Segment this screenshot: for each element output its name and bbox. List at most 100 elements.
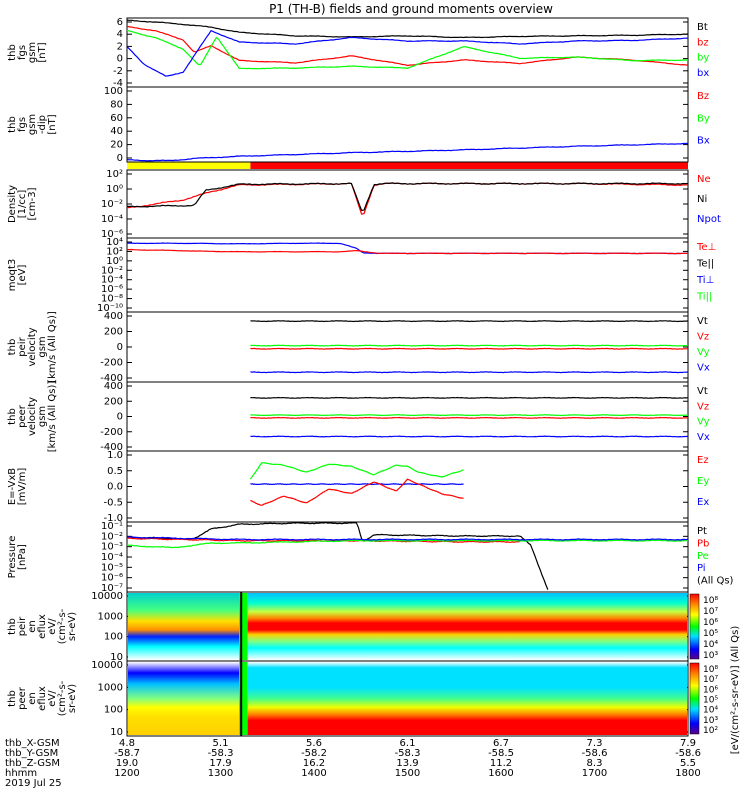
panel-9: thb peer en eflux eV/(cm²-s-sr-eV) 10000 1000 1… xyxy=(7,626,741,755)
x-tick-value: 6.1 xyxy=(400,738,416,749)
x-tick-value: 7.3 xyxy=(587,738,603,749)
legend-Vy: Vy xyxy=(697,347,710,358)
y-tick-label: 1.0 xyxy=(107,450,123,461)
series-Ey xyxy=(249,462,464,480)
y-tick-label: 60 xyxy=(110,113,123,124)
colorbar-tick: 10⁷ xyxy=(703,675,718,685)
series-by xyxy=(126,29,689,70)
y-tick-label: -400 xyxy=(100,373,123,384)
spectrogram-left xyxy=(128,662,240,735)
legend-bz: bz xyxy=(697,37,709,48)
x-tick-value: 11.2 xyxy=(490,758,512,769)
y-tick-label: 2 xyxy=(117,41,123,52)
legend-Pt: Pt xyxy=(697,526,707,537)
y-tick-label: 10⁻³ xyxy=(101,542,123,553)
colorbar-tick: 10⁸ xyxy=(703,665,718,675)
colorbar-tick: 10⁸ xyxy=(703,596,718,606)
y-label: [eV] xyxy=(17,265,28,286)
y-label: eV/ xyxy=(47,618,58,635)
legend-Ex: Ex xyxy=(697,497,709,508)
spectrogram-right xyxy=(247,662,688,735)
legend-Ey: Ey xyxy=(697,476,709,487)
colorbar xyxy=(689,662,700,735)
y-label: [1/cc] xyxy=(17,190,28,219)
series-Ni xyxy=(126,182,689,212)
colorbar-tick: 10⁴ xyxy=(703,640,718,650)
y-tick-label: 10⁻⁴ xyxy=(101,275,123,286)
legend-Vx: Vx xyxy=(697,432,710,443)
x-tick-value: 1400 xyxy=(301,768,326,779)
legend-Vz: Vz xyxy=(697,401,709,412)
x-tick-value: -58.5 xyxy=(488,748,514,759)
y-label: peer xyxy=(17,404,28,428)
legend-Bx: Bx xyxy=(697,136,710,147)
y-label: moqt3 xyxy=(7,259,18,292)
colorbar-tick: 10⁶ xyxy=(703,618,718,628)
y-tick-label: 400 xyxy=(104,311,123,322)
y-label: [nPa] xyxy=(17,544,28,570)
spectrogram-boundary xyxy=(239,662,248,735)
legend-Ti||: Ti|| xyxy=(696,292,712,303)
y-label: (cm²-s- xyxy=(57,608,68,644)
x-tick-value: -58.2 xyxy=(301,748,327,759)
legend-Vy: Vy xyxy=(697,417,710,428)
y-label: eflux xyxy=(37,686,48,711)
x-tick-value: -58.6 xyxy=(675,748,701,759)
y-label: eV/ xyxy=(47,690,58,707)
x-tick-value: 1200 xyxy=(114,768,139,779)
panel-4: thb peir velocity gsm [km/s (All Qs)] 400 200 0… xyxy=(7,311,710,384)
y-label: [km/s (All Qs)] xyxy=(47,381,58,453)
panel-frame xyxy=(126,381,689,452)
y-tick-label: -200 xyxy=(100,427,123,438)
legend-Ne: Ne xyxy=(697,174,711,185)
y-label: E=-VxB xyxy=(7,468,18,505)
x-tick-value: -58.3 xyxy=(208,748,234,759)
spectrogram-boundary xyxy=(239,593,248,660)
y-tick-label: -1.0 xyxy=(103,513,123,524)
legend-By: By xyxy=(697,113,710,124)
y-tick-label: 10⁻⁶ xyxy=(101,284,123,295)
y-tick-label: 10000 xyxy=(91,660,123,671)
y-tick-label: 10⁻⁴ xyxy=(101,214,123,225)
y-label: sr-eV) xyxy=(67,612,78,641)
x-row-label: thb_X-GSM xyxy=(5,738,60,749)
x-tick-value: 5.5 xyxy=(680,758,696,769)
y-tick-label: 10⁻⁷ xyxy=(101,583,123,594)
y-label: eflux xyxy=(37,614,48,639)
y-label: peer xyxy=(17,686,28,710)
y-label: thb xyxy=(7,618,18,635)
x-tick-value: 7.9 xyxy=(680,738,696,749)
panel-frame xyxy=(126,660,689,737)
y-tick-label: 0.5 xyxy=(107,466,123,477)
y-label: (cm²-s- xyxy=(57,680,68,716)
x-tick-value: 6.7 xyxy=(493,738,509,749)
legend-Te⊥: Te⊥ xyxy=(696,242,716,253)
status-bar-right xyxy=(250,162,689,169)
legend-Ti⊥: Ti⊥ xyxy=(696,275,714,286)
y-label: en xyxy=(27,692,38,705)
x-tick-value: 1500 xyxy=(395,768,420,779)
legend-Te||: Te|| xyxy=(696,259,714,270)
colorbar-tick: 10² xyxy=(703,726,718,736)
y-tick-label: 100 xyxy=(104,86,123,97)
legend-Bt: Bt xyxy=(697,22,708,33)
y-tick-label: 10⁻⁸ xyxy=(101,294,123,305)
panel-5: thb peer velocity gsm [km/s (All Qs)] 400 200 0… xyxy=(7,381,710,453)
colorbar-tick: 10⁴ xyxy=(703,706,718,716)
y-tick-label: 1000 xyxy=(98,611,123,622)
y-label: Pressure xyxy=(7,536,18,579)
y-tick-label: 200 xyxy=(104,396,123,407)
panel-frame xyxy=(126,86,689,163)
panel-8: thb peir en eflux eV/(cm²-s-sr-eV) 10000 1000 1… xyxy=(7,591,718,663)
panel-2: Density [1/cc] [cm-3] 10² 10⁰ 10⁻² 10⁻⁴ 10⁻⁶ Ne N… xyxy=(7,169,721,240)
y-tick-label: 10 xyxy=(110,652,123,663)
y-tick-label: 10⁰ xyxy=(106,184,123,195)
colorbar-tick: 10⁵ xyxy=(703,696,718,706)
y-tick-label: 10² xyxy=(106,246,123,257)
x-tick-value: 5.1 xyxy=(213,738,229,749)
panel-0: thb fgs gsm [nT] 642 0-2-4 Bt bz by bx xyxy=(7,17,709,89)
y-tick-label: 6 xyxy=(117,17,123,28)
y-tick-label: 0 xyxy=(117,54,123,65)
